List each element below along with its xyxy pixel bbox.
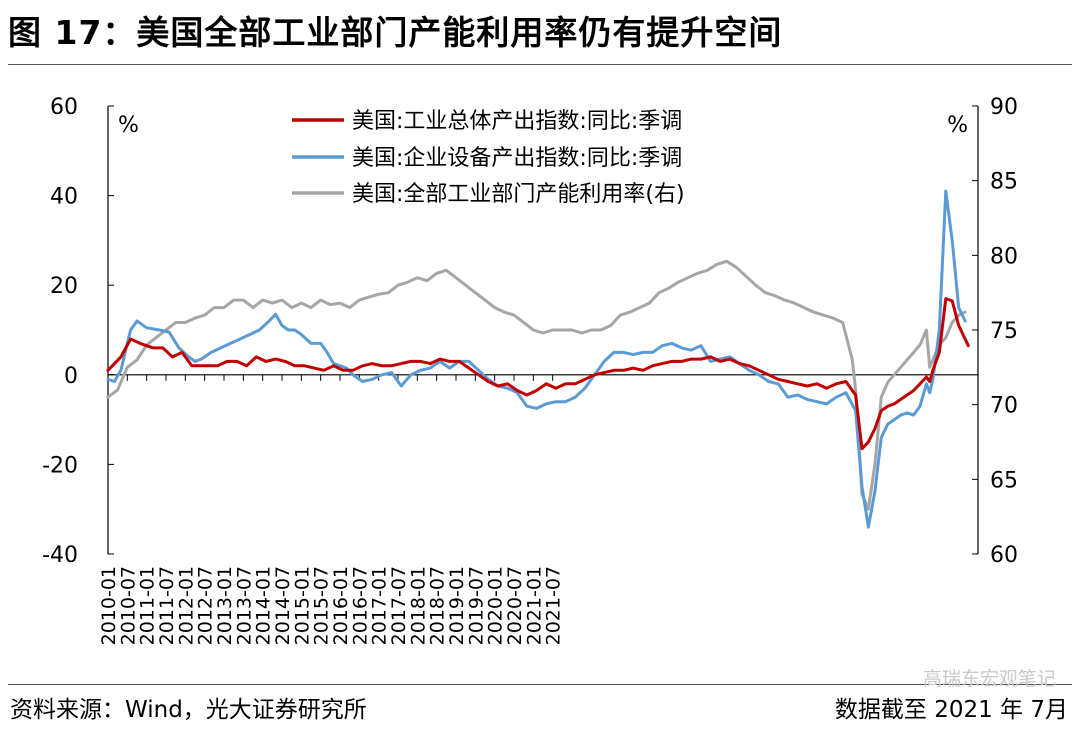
x-tick-label: 2010-07: [117, 566, 139, 645]
left-tick-label: 40: [50, 185, 78, 210]
x-tick-label: 2017-07: [388, 566, 410, 645]
x-tick-label: 2011-01: [137, 566, 159, 645]
x-tick-label: 2016-01: [330, 566, 352, 645]
x-tick-label: 2019-01: [446, 566, 468, 645]
watermark-text: 高瑞东宏观笔记: [922, 668, 1056, 690]
chart-legend: 美国:工业总体产出指数:同比:季调美国:企业设备产出指数:同比:季调美国:全部工…: [292, 109, 685, 207]
left-tick-label: -40: [42, 543, 78, 568]
series-line-total-output: [106, 297, 970, 451]
title-divider: [8, 64, 1072, 65]
right-tick-label: 70: [990, 394, 1018, 419]
x-tick-label: 2018-01: [407, 566, 429, 645]
right-tick-label: 90: [990, 95, 1018, 120]
series-line-capacity-utilization: [106, 259, 967, 511]
footer-divider: [8, 684, 1072, 685]
left-tick-label: 60: [50, 95, 78, 120]
x-tick-label: 2010-01: [98, 566, 120, 645]
right-tick-label: 80: [990, 244, 1018, 269]
left-tick-label: 20: [50, 274, 78, 299]
chart-series: [106, 189, 970, 529]
x-tick-label: 2020-01: [485, 566, 507, 645]
x-tick-label: 2013-07: [233, 566, 255, 645]
data-cutoff-note: 数据截至 2021 年 7月: [834, 697, 1068, 723]
legend-label: 美国:工业总体产出指数:同比:季调: [352, 109, 682, 134]
right-tick-label: 65: [990, 468, 1018, 493]
x-tick-label: 2012-01: [175, 566, 197, 645]
source-note: 资料来源：Wind，光大证券研究所: [10, 697, 367, 723]
series-line-equipment-output: [106, 189, 967, 529]
x-tick-label: 2020-07: [504, 566, 526, 645]
x-tick-label: 2013-01: [214, 566, 236, 645]
right-tick-label: 85: [990, 170, 1018, 195]
x-tick-label: 2017-01: [369, 566, 391, 645]
left-tick-label: -20: [42, 453, 78, 478]
x-tick-label: 2021-07: [543, 566, 565, 645]
x-tick-label: 2014-01: [253, 566, 275, 645]
right-unit-label: %: [947, 113, 968, 138]
x-tick-label: 2011-07: [156, 566, 178, 645]
legend-label: 美国:企业设备产出指数:同比:季调: [352, 146, 682, 171]
x-tick-label: 2012-07: [195, 566, 217, 645]
left-unit-label: %: [118, 113, 139, 138]
x-tick-label: 2021-01: [523, 566, 545, 645]
x-tick-label: 2018-07: [427, 566, 449, 645]
x-tick-label: 2019-07: [465, 566, 487, 645]
chart-axes: -40 -20 0 20 40 60 60 65 70 75 80 85 90% % 2010-012010…: [42, 95, 1018, 645]
left-tick-label: 0: [64, 364, 78, 389]
right-tick-label: 60: [990, 543, 1018, 568]
right-tick-label: 75: [990, 319, 1018, 344]
x-tick-label: 2015-01: [291, 566, 313, 645]
chart-title: 图 17：美国全部工业部门产能利用率仍有提升空间: [8, 13, 783, 52]
x-tick-label: 2016-07: [349, 566, 371, 645]
x-tick-label: 2015-07: [311, 566, 333, 645]
x-tick-label: 2014-07: [272, 566, 294, 645]
legend-label: 美国:全部工业部门产能利用率(右): [352, 182, 685, 207]
